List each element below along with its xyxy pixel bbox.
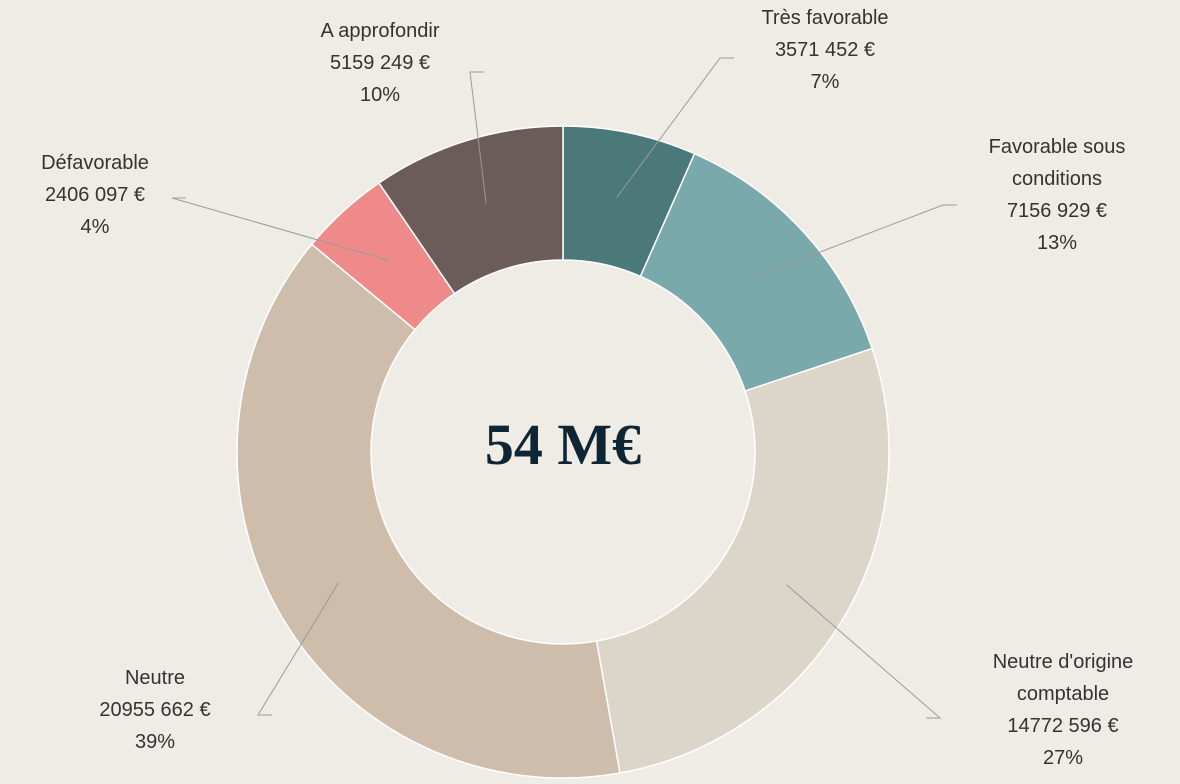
donut-segment xyxy=(639,152,874,393)
percent-label: 10% xyxy=(359,84,401,106)
data-label: Favorable sous conditions 7156 929 € 13% xyxy=(952,131,1162,259)
category-label: A approfondir xyxy=(320,20,440,42)
amount-label: 14772 596 € xyxy=(1007,715,1119,737)
leader-line xyxy=(754,204,957,278)
percent-label: 39% xyxy=(134,731,176,753)
category-label: Favorable sous conditions xyxy=(988,136,1126,190)
data-label: Neutre d'origine comptable 14772 596 € 27% xyxy=(958,646,1168,774)
category-label: Défavorable xyxy=(41,152,149,174)
leader-line xyxy=(469,71,487,204)
data-label: Défavorable 2406 097 € 4% xyxy=(0,147,195,243)
amount-label: 20955 662 € xyxy=(99,699,211,721)
data-label: Très favorable 3571 452 € 7% xyxy=(715,2,935,98)
leader-line xyxy=(616,57,734,198)
category-label: Neutre d'origine comptable xyxy=(992,651,1134,705)
donut-segment xyxy=(377,125,564,295)
leader-line xyxy=(786,584,942,719)
donut-segment xyxy=(595,347,890,774)
data-label: A approfondir 5159 249 € 10% xyxy=(270,15,490,111)
percent-label: 7% xyxy=(810,71,840,93)
percent-label: 27% xyxy=(1042,747,1084,769)
amount-label: 7156 929 € xyxy=(1006,200,1108,222)
category-label: Neutre xyxy=(124,667,186,689)
percent-label: 4% xyxy=(80,216,110,238)
leader-line xyxy=(171,197,388,261)
center-label: 54 M€ xyxy=(484,412,642,477)
amount-label: 5159 249 € xyxy=(329,52,431,74)
donut-segment xyxy=(236,243,621,779)
amount-label: 3571 452 € xyxy=(774,39,876,61)
leader-line xyxy=(257,582,339,716)
amount-label: 2406 097 € xyxy=(44,184,146,206)
percent-label: 13% xyxy=(1036,232,1078,254)
data-label: Neutre 20955 662 € 39% xyxy=(45,662,265,758)
category-label: Très favorable xyxy=(761,7,889,29)
